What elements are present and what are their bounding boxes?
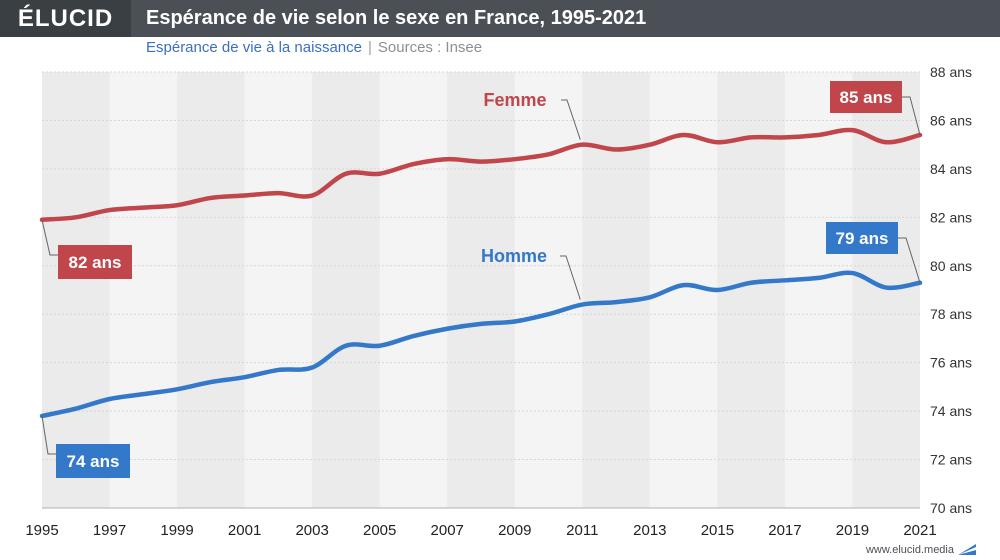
start-label-leader [41, 415, 56, 455]
series-name-leader [561, 99, 581, 140]
start-label-leader [41, 219, 58, 256]
y-tick-label: 70 ans [930, 500, 972, 516]
x-tick-label: 2019 [836, 522, 869, 539]
end-value-box [826, 222, 898, 254]
year-band [244, 72, 313, 508]
header-bar: ÉLUCID Espérance de vie selon le sexe en… [0, 0, 1000, 37]
y-tick-label: 80 ans [930, 258, 972, 274]
series-homme: Homme 74 ans 79 ans [39, 222, 923, 478]
series-line [39, 270, 923, 419]
start-value-box [58, 245, 132, 279]
year-band [514, 72, 583, 508]
y-tick-label: 76 ans [930, 355, 972, 371]
x-tick-label: 1997 [93, 522, 126, 539]
footer-url[interactable]: www.elucid.media [865, 544, 954, 556]
y-tick-label: 84 ans [930, 161, 972, 177]
year-band [109, 72, 178, 508]
x-tick-label: 2013 [633, 522, 666, 539]
year-band [784, 72, 853, 508]
x-tick-label: 2017 [768, 522, 801, 539]
end-label-leader [902, 96, 921, 136]
chart-title: Espérance de vie selon le sexe en France… [146, 7, 647, 29]
x-tick-label: 2007 [431, 522, 464, 539]
end-value-box [830, 81, 902, 113]
elucid-logo[interactable]: ÉLUCID [0, 0, 131, 37]
year-band [852, 72, 920, 508]
x-tick-label: 2009 [498, 522, 531, 539]
year-band [42, 72, 110, 508]
end-value-label: 79 ans [836, 229, 889, 248]
subtitle-separator: | [367, 39, 372, 56]
source-text: Sources : Insee [377, 39, 483, 56]
y-tick-label: 88 ans [930, 64, 972, 80]
start-value-box [56, 444, 130, 478]
start-value-label: 82 ans [69, 253, 122, 272]
year-band [177, 72, 245, 508]
x-axis: 1995 1997 1999 2001 2003 2005 2007 2009 2011 2013… [25, 522, 936, 539]
series-femme: Femme 82 ans 85 ans [39, 81, 923, 279]
elucid-mark-icon [958, 544, 976, 555]
series-name-leader [560, 255, 581, 300]
x-tick-label: 2005 [363, 522, 396, 539]
series-name-label: Femme [483, 90, 546, 110]
y-tick-label: 82 ans [930, 209, 972, 225]
y-axis: 70 ans 72 ans 74 ans 76 ans 78 ans 80 ans 82 a… [42, 64, 972, 516]
y-tick-label: 78 ans [930, 306, 972, 322]
x-tick-label: 2021 [903, 522, 936, 539]
end-value-label: 85 ans [840, 88, 893, 107]
series-name-label: Homme [481, 246, 547, 266]
chart-subtitle: Espérance de vie à la naissance | Sources … [146, 38, 482, 58]
x-tick-label: 1999 [160, 522, 193, 539]
year-band [379, 72, 448, 508]
x-tick-label: 2011 [566, 522, 598, 539]
y-tick-label: 72 ans [930, 452, 972, 468]
year-band [312, 72, 380, 508]
x-tick-label: 2015 [701, 522, 734, 539]
end-label-leader [898, 237, 921, 283]
x-tick-label: 1995 [25, 522, 58, 539]
year-band [582, 72, 650, 508]
y-tick-label: 86 ans [930, 112, 972, 128]
x-tick-label: 2001 [228, 522, 261, 539]
series-line [39, 127, 923, 223]
start-value-label: 74 ans [67, 452, 120, 471]
y-tick-label: 74 ans [930, 403, 972, 419]
x-tick-label: 2003 [295, 522, 328, 539]
subtitle-text: Espérance de vie à la naissance [146, 39, 362, 56]
year-band [447, 72, 515, 508]
